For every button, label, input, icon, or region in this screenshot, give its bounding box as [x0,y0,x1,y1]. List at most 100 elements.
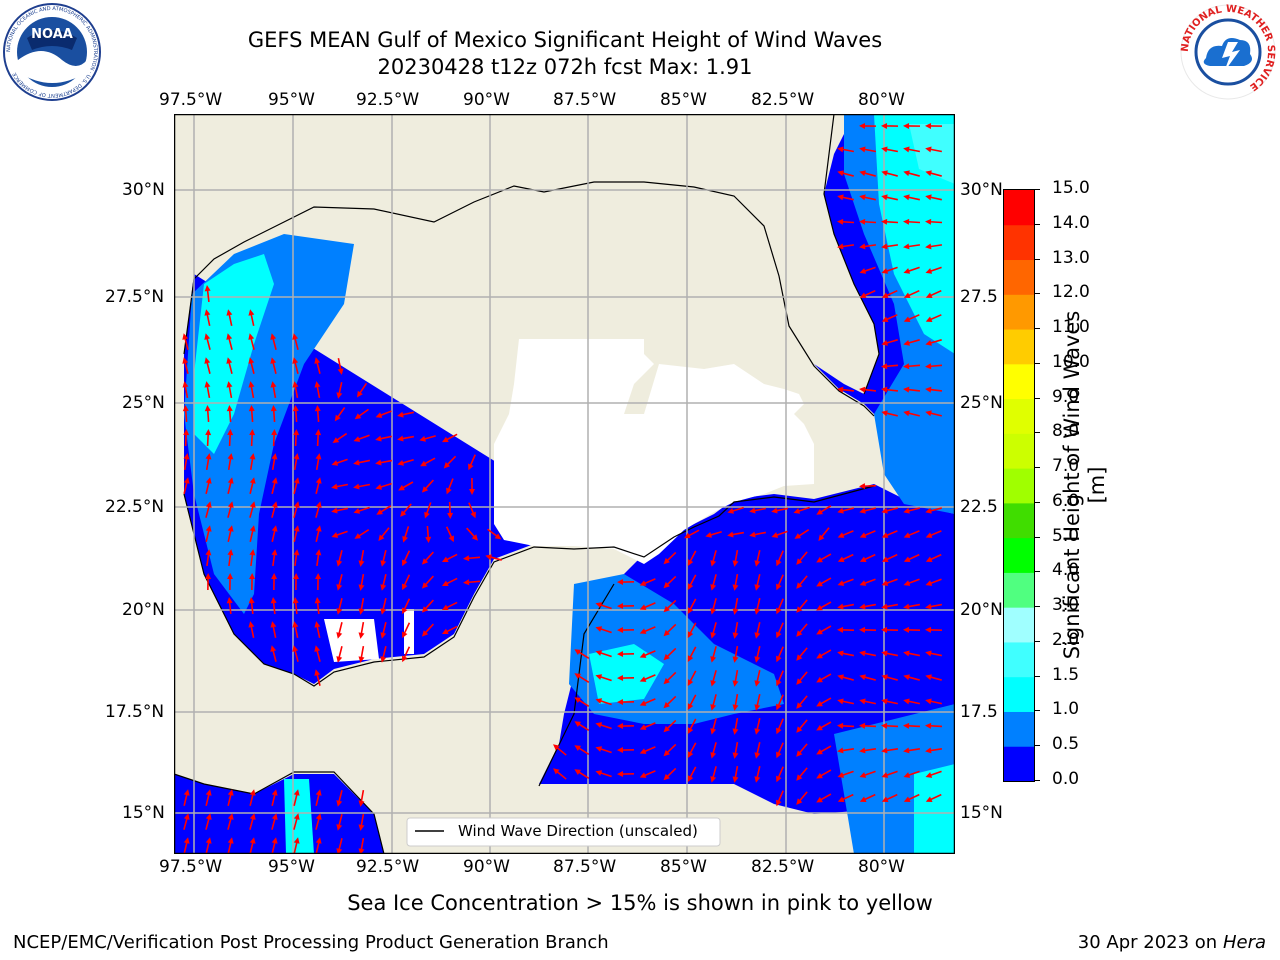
colorbar-tick-label: 0.0 [1052,769,1080,789]
wave-arrow [205,453,212,471]
wave-arrow [837,170,854,177]
wave-arrow [183,477,190,494]
wave-arrow [336,598,343,615]
graticule [174,114,955,854]
wave-arrow [859,698,876,705]
wave-arrow [925,146,943,153]
wave-arrow [925,122,943,129]
wave-arrow [687,670,697,686]
wave-arrow [617,675,635,682]
wave-arrow [204,405,211,423]
wave-arrow [205,477,212,494]
wave-arrow [336,382,343,399]
wave-arrow [776,742,784,759]
colorbar-band [1004,259,1034,295]
wave-arrow [925,603,943,610]
wave-arrow [732,741,739,759]
wave-arrow [402,550,411,567]
wave-arrow [292,405,299,423]
wave-arrow [710,646,717,663]
colorbar-tick-label: 3.0 [1052,595,1080,616]
wave-arrow [710,622,717,639]
wave-arrow [776,598,784,615]
wave-arrow [837,386,855,393]
wave-arrow [710,574,717,591]
wave-arrow [903,386,921,393]
pacific-water [174,774,384,854]
lon-tick-top: 85°W [660,90,707,110]
wave-arrow [776,622,784,639]
colorbar-tick-label: 4.0 [1052,560,1080,581]
map-subtitle: 20230428 t12z 072h fcst Max: 1.91 [377,55,753,79]
lat-tick-right: 30°N [960,180,1003,200]
wave-arrow [595,770,612,778]
wave-arrow [837,146,855,153]
wave-arrow [903,722,921,729]
colorbar-band [1004,537,1034,573]
wave-arrow [227,837,234,854]
wave-arrow [447,501,454,519]
wave-direction-arrows [182,122,943,854]
colorbar [1003,189,1035,782]
wave-arrow [925,626,943,633]
colorbar-band [1004,676,1034,712]
wave-arrow [796,695,808,709]
wave-arrow [574,697,590,707]
wave-arrow [837,698,854,705]
wave-arrow [903,578,920,586]
wave-arrow [925,722,943,729]
wave-arrow [315,453,322,471]
wave-arrow [380,622,387,639]
wave-arrow [776,550,784,567]
wave-arrow [271,813,278,830]
wave-arrow [292,333,299,350]
wave-arrow [574,769,590,779]
colorbar-band [1004,363,1034,400]
wave-arrow [776,718,784,735]
wave-arrow [182,405,189,423]
wave-arrow [400,503,412,517]
wave-arrow [617,699,635,706]
wave-arrow [754,622,761,639]
date-text: 30 Apr 2023 on Hera [1078,932,1266,953]
wave-arrow [881,553,898,562]
wave-arrow [463,555,481,562]
wave-arrow [727,531,745,538]
wave-arrow [754,670,761,687]
wave-arrow [903,530,920,538]
wave-arrow [639,578,656,586]
wave-arrow [227,789,234,806]
wave-arrow [639,722,656,730]
colorbar-tick-mark [1034,710,1040,712]
wave-arrow [663,695,677,709]
wave-arrow [925,507,942,514]
wave-arrow [270,621,277,638]
wave-arrow [336,550,343,567]
wave-arrow [375,435,392,442]
lon-tick-top: 80°W [858,90,905,110]
wave-arrow [425,525,432,543]
wave-arrow [732,717,739,735]
wave-arrow [441,553,458,563]
wave-arrow [270,597,277,615]
wave-arrow [925,698,942,705]
wave-arrow [183,837,190,854]
wave-arrow [248,309,255,326]
wave-arrow [837,674,854,681]
wave-arrow [227,573,234,591]
wave-arrow [903,243,921,250]
wave-arrow [663,623,677,637]
wave-arrow [293,501,300,518]
wave-arrow [881,603,899,610]
wave-arrow [925,218,943,225]
colorbar-tick-mark [1034,258,1040,260]
colorbar-tick-label: 9.0 [1052,386,1080,407]
colorbar-tick-label: 6.0 [1052,490,1080,511]
lat-tick-left: 27.5°N [105,287,165,307]
wave-arrow [205,429,212,447]
wave-arrow [925,386,943,393]
wave-arrow [710,550,717,567]
wave-arrow [595,722,612,730]
wave-arrow [293,477,300,494]
wave-arrow [710,670,717,687]
